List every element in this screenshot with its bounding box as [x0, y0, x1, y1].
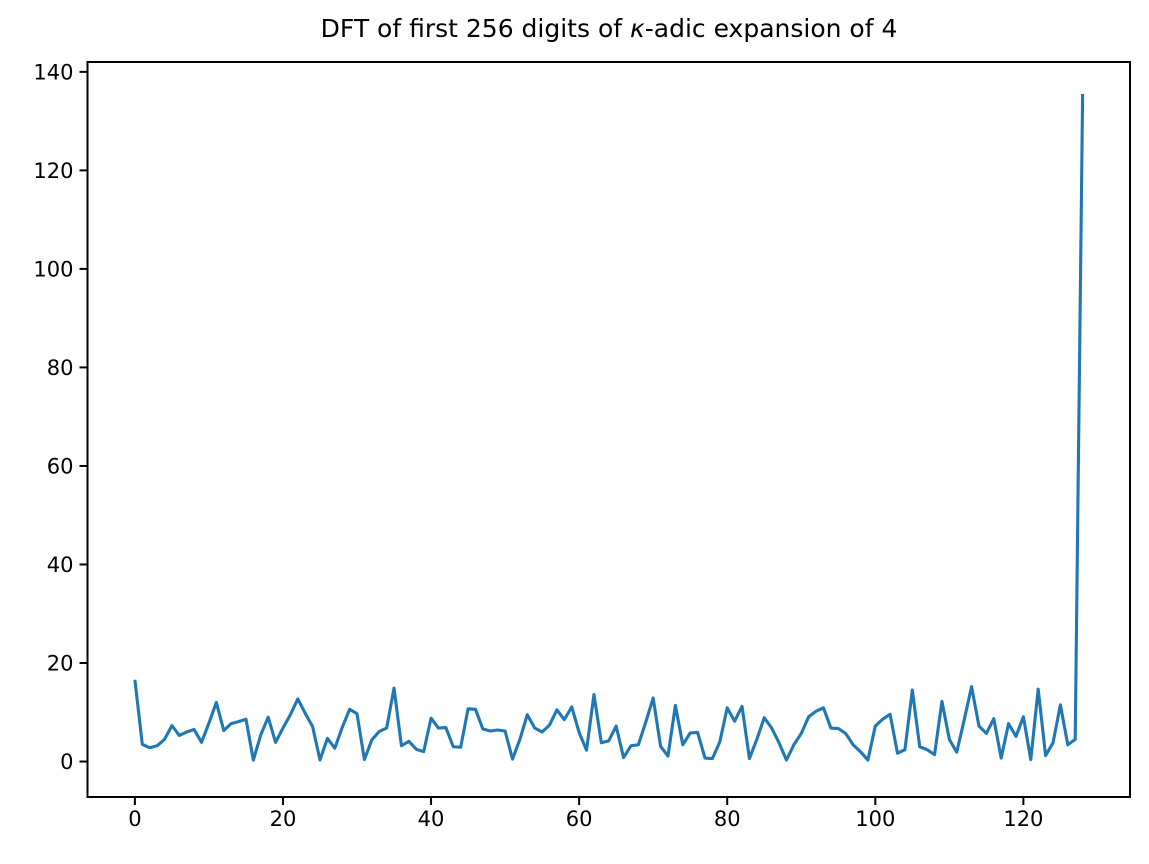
chart-title-kappa: κ — [630, 14, 645, 43]
chart-title-prefix: DFT of first 256 digits of — [320, 14, 630, 43]
plot-line — [133, 94, 1085, 762]
x-axis-tick-label: 80 — [714, 807, 741, 831]
x-axis-tick-label: 120 — [1003, 807, 1043, 831]
y-axis-tick-label: 100 — [33, 257, 73, 281]
y-axis-tick-label: 60 — [47, 455, 74, 479]
x-axis-tick-label: 100 — [855, 807, 895, 831]
y-axis-tick-label: 20 — [47, 652, 74, 676]
y-axis-tick-label: 140 — [33, 60, 73, 84]
x-axis-tick-label: 60 — [566, 807, 593, 831]
y-axis-tick-label: 0 — [60, 750, 73, 774]
y-axis-tick-label: 120 — [33, 159, 73, 183]
x-axis-tick-label: 40 — [418, 807, 445, 831]
x-axis-tick-label: 20 — [270, 807, 297, 831]
y-axis-tick-label: 40 — [47, 553, 74, 577]
y-axis-tick-label: 80 — [47, 356, 74, 380]
x-axis-tick-label: 0 — [128, 807, 141, 831]
plot-border — [86, 61, 1131, 798]
chart-title: DFT of first 256 digits of κ-adic expans… — [88, 14, 1130, 43]
chart-title-suffix: -adic expansion of 4 — [644, 14, 898, 43]
